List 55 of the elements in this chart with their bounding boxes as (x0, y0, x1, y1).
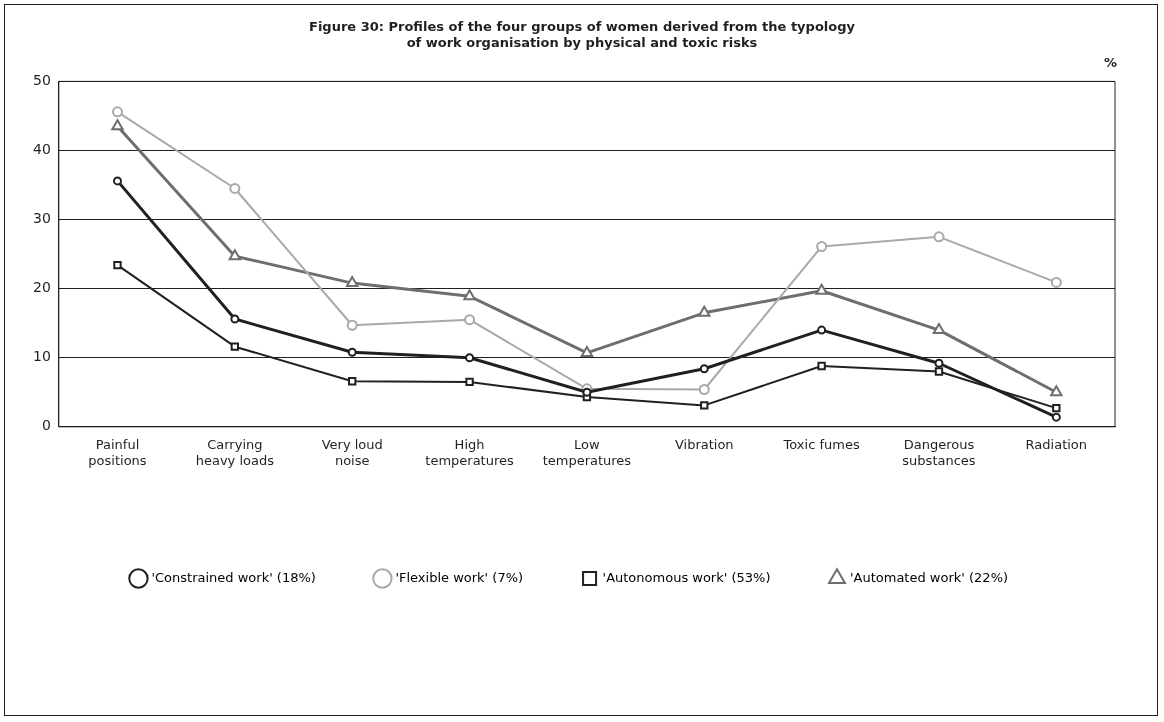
point (346, 276, 359, 288)
point (1051, 412, 1061, 422)
point (111, 106, 123, 118)
point (112, 176, 122, 186)
point (934, 367, 944, 376)
y-axis-title: % (1103, 55, 1117, 70)
point (699, 364, 709, 374)
point (817, 325, 827, 335)
point (698, 384, 710, 395)
x-tick-label: Radiation (1025, 436, 1088, 452)
point (1050, 276, 1062, 288)
x-tick-label: Dangerous substances (902, 436, 976, 468)
y-tick-label: 40 (32, 141, 51, 158)
x-tick-label: High temperatures (425, 436, 515, 468)
chart-title: Figure 30: Profiles of the four groups of women derived from the typology of work organisation by physical and toxic risks (308, 19, 856, 51)
point (464, 314, 476, 326)
legend-label: 'Constrained work' (18%) (151, 569, 316, 585)
y-tick-label: 0 (41, 417, 51, 434)
point (816, 241, 828, 252)
point (348, 377, 357, 386)
x-tick-label: Toxic fumes (782, 436, 860, 452)
point (1052, 403, 1061, 413)
y-tick-label: 30 (32, 210, 51, 227)
point (700, 401, 709, 410)
point (347, 347, 357, 357)
y-tick-label: 10 (32, 348, 51, 365)
point (582, 387, 592, 397)
point (815, 283, 828, 295)
point (346, 319, 358, 331)
point (228, 249, 242, 261)
point (933, 231, 945, 243)
point (1050, 385, 1063, 397)
point (580, 345, 594, 357)
legend-label: 'Autonomous work' (53%) (602, 569, 771, 585)
point (230, 314, 240, 324)
x-tick-label: Very loud noise (321, 436, 383, 468)
y-tick-label: 20 (32, 279, 51, 296)
x-tick-label: Vibration (674, 436, 734, 452)
point (111, 119, 124, 131)
point (817, 361, 826, 371)
point (229, 182, 241, 194)
point (463, 289, 476, 301)
x-tick-label: Painful positions (88, 436, 147, 468)
point (230, 342, 240, 351)
x-tick-label: Carrying heavy loads (195, 436, 275, 468)
legend-label: 'Automated work' (22%) (849, 569, 1009, 585)
point (465, 353, 475, 363)
point (934, 358, 944, 368)
x-tick-label: Low temperatures (542, 436, 632, 468)
point (932, 323, 946, 335)
point (113, 260, 122, 270)
legend-label: 'Flexible work' (7%) (395, 569, 524, 585)
y-tick-label: 50 (32, 72, 51, 89)
point (465, 377, 474, 387)
point (698, 305, 711, 317)
